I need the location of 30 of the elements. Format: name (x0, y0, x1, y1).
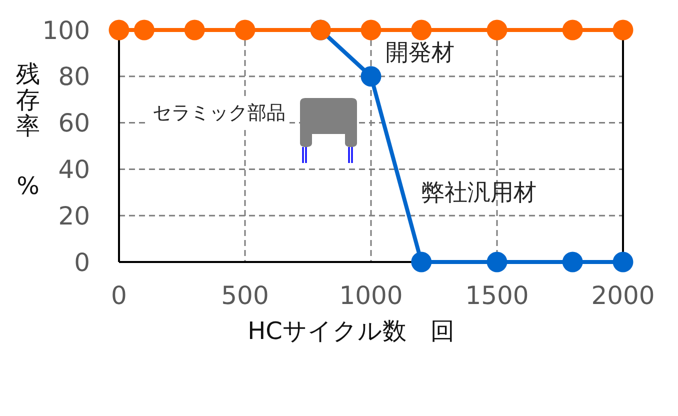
x-tick-label: 2000 (591, 280, 655, 310)
text: 残存率 % (16, 60, 40, 200)
point (612, 20, 634, 40)
y-tick-label: 20 (58, 201, 90, 230)
point (360, 20, 382, 40)
point (486, 20, 508, 40)
point (562, 20, 583, 40)
annotation: セラミック部品 (152, 102, 286, 124)
point (562, 252, 583, 272)
point (108, 20, 130, 40)
x-tick-label: 500 (221, 280, 269, 310)
point (184, 20, 205, 40)
y-tick-label: 80 (58, 62, 90, 92)
x-axis-title: HCサイクル数 回 (248, 317, 454, 345)
y-tick-label: 100 (42, 16, 90, 45)
point (411, 20, 432, 40)
series-label: 開発材 (386, 40, 454, 66)
point (612, 252, 634, 272)
point (360, 66, 382, 87)
y-tick-label: 60 (58, 108, 90, 138)
point (411, 252, 432, 272)
x-tick-label: 0 (111, 280, 127, 310)
x-tick-label: 1500 (465, 280, 529, 310)
y-tick-label: 40 (58, 154, 90, 184)
series-label: 弊社汎用材 (422, 180, 536, 206)
x-tick-label: 1000 (339, 280, 403, 310)
point (486, 252, 508, 272)
y-tick-label: 0 (74, 248, 90, 277)
point (134, 20, 154, 40)
point (234, 20, 256, 40)
